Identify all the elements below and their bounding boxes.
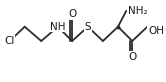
- Text: NH: NH: [50, 22, 66, 32]
- Text: Cl: Cl: [4, 36, 15, 46]
- Text: O: O: [128, 52, 136, 62]
- Text: NH₂: NH₂: [128, 6, 147, 16]
- Text: S: S: [85, 22, 91, 32]
- Text: OH: OH: [148, 26, 164, 36]
- Text: O: O: [68, 9, 76, 19]
